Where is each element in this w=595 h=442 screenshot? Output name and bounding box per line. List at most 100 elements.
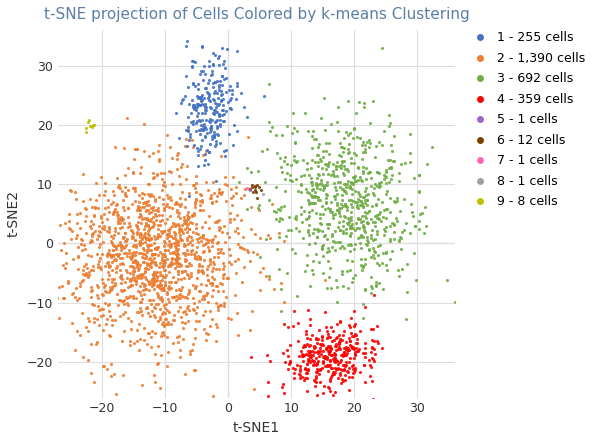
Point <box>200 123 209 130</box>
Point <box>342 349 352 356</box>
Point <box>327 351 337 358</box>
Point <box>98 224 107 231</box>
Point <box>199 94 209 101</box>
Point <box>156 281 166 288</box>
Point <box>368 284 377 291</box>
Point <box>345 182 355 189</box>
Point <box>315 156 325 163</box>
Point <box>150 244 159 251</box>
Point <box>381 205 391 212</box>
Point <box>369 358 379 365</box>
Point <box>405 230 414 237</box>
Point <box>136 271 146 278</box>
Point <box>146 260 155 267</box>
Point <box>330 388 340 395</box>
Point <box>344 373 353 380</box>
Point <box>159 204 169 211</box>
Point <box>144 225 154 232</box>
Point <box>167 261 177 268</box>
Point <box>60 265 70 272</box>
Point <box>127 201 136 208</box>
Point <box>220 64 230 71</box>
Point <box>206 124 215 131</box>
Point <box>246 204 255 211</box>
Point <box>205 103 215 110</box>
Point <box>312 152 321 159</box>
Point <box>220 110 229 118</box>
Point <box>191 318 201 325</box>
Point <box>158 329 167 336</box>
Point <box>155 218 164 225</box>
Point <box>285 171 295 179</box>
Point <box>200 132 209 139</box>
Point <box>93 291 102 298</box>
Point <box>150 305 159 312</box>
Point <box>198 223 207 230</box>
Point <box>120 183 130 190</box>
Point <box>316 220 325 227</box>
Point <box>230 215 239 222</box>
Point <box>208 62 218 69</box>
Point <box>180 268 190 275</box>
Point <box>311 372 321 379</box>
Point <box>109 251 118 258</box>
Point <box>103 275 112 282</box>
Point <box>198 207 208 214</box>
Point <box>233 225 242 232</box>
Point <box>189 101 198 108</box>
Point <box>207 282 217 289</box>
Point <box>211 141 221 148</box>
Point <box>393 217 402 225</box>
Point <box>319 183 328 190</box>
Point <box>335 336 345 343</box>
Point <box>192 118 202 125</box>
Point <box>358 212 367 219</box>
Point <box>107 232 116 239</box>
Point <box>332 159 342 166</box>
Point <box>333 345 343 352</box>
Point <box>182 234 192 241</box>
Point <box>347 258 356 265</box>
Point <box>158 297 167 305</box>
Point <box>383 156 392 164</box>
Point <box>326 323 336 330</box>
Point <box>214 113 224 120</box>
Point <box>172 256 181 263</box>
Point <box>331 356 340 363</box>
Point <box>121 249 130 256</box>
Point <box>220 239 230 246</box>
Point <box>328 167 338 174</box>
Point <box>312 179 321 186</box>
Point <box>111 206 120 213</box>
Point <box>359 202 368 209</box>
Point <box>179 274 189 282</box>
Point <box>157 216 167 223</box>
Point <box>280 298 289 305</box>
Point <box>329 350 339 357</box>
Point <box>111 390 121 397</box>
Point <box>170 222 180 229</box>
Point <box>339 181 349 188</box>
Point <box>56 246 65 253</box>
Point <box>148 223 157 230</box>
Point <box>348 369 358 376</box>
Point <box>364 191 373 198</box>
Point <box>314 258 324 265</box>
Point <box>322 161 332 168</box>
Point <box>389 229 399 236</box>
Point <box>306 348 315 355</box>
Point <box>224 315 233 322</box>
Point <box>335 319 345 326</box>
Point <box>188 121 198 128</box>
Point <box>174 271 183 278</box>
Point <box>149 221 158 228</box>
Point <box>364 208 374 215</box>
Point <box>314 370 324 377</box>
Point <box>199 241 208 248</box>
Point <box>159 242 169 249</box>
Point <box>100 187 109 194</box>
Point <box>208 71 217 78</box>
Point <box>95 255 105 262</box>
Point <box>377 44 387 51</box>
Point <box>414 187 424 194</box>
